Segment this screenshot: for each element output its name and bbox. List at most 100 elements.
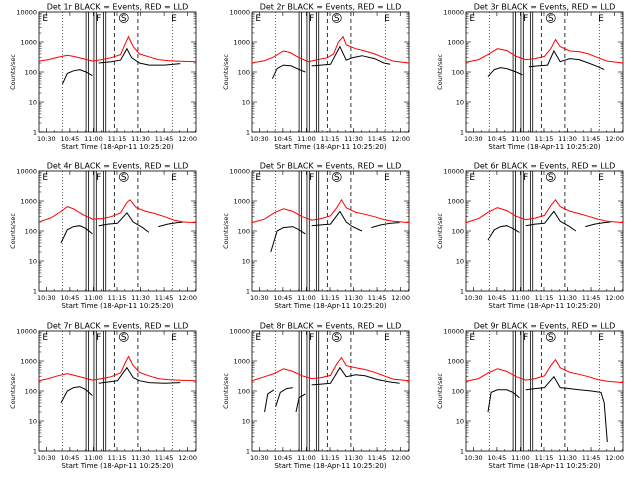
- marker-letter-s: S: [548, 333, 554, 343]
- x-tick-label: 11:30: [344, 294, 363, 302]
- chart-panel-1: Det 1r BLACK = Events, RED = LLD 1 10 100 10…: [9, 3, 197, 152]
- x-tick-label: 10:30: [464, 294, 483, 302]
- x-tick-label: 11:30: [131, 135, 150, 143]
- y-tick-label: 10000: [229, 168, 250, 176]
- chart-title: Det 9r BLACK = Events, RED = LLD: [474, 322, 616, 331]
- x-tick-label: 12:00: [391, 454, 410, 462]
- y-tick-label: 1000: [447, 358, 464, 366]
- events-line: [585, 221, 611, 228]
- y-tick-label: 1: [33, 448, 37, 456]
- x-tick-label: 12:00: [178, 294, 197, 302]
- y-tick-label: 1: [246, 129, 250, 137]
- lld-line: [38, 355, 197, 382]
- lld-line: [38, 35, 197, 63]
- x-tick-label: 11:00: [84, 135, 103, 143]
- events-line: [270, 226, 306, 253]
- events-line: [98, 47, 181, 66]
- lld-line: [251, 356, 410, 382]
- events-line: [311, 45, 391, 67]
- y-tick-label: 1000: [20, 39, 37, 47]
- x-axis-label: Start Time (18-Apr-11 10:25:20): [488, 302, 600, 310]
- y-tick-label: 1000: [233, 358, 250, 366]
- x-tick-label: 11:00: [84, 454, 103, 462]
- marker-letter-f: F: [523, 173, 528, 183]
- marker-letter-e: E: [171, 333, 177, 343]
- x-tick-label: 10:45: [61, 454, 80, 462]
- marker-letter-s: S: [121, 333, 127, 343]
- marker-letter-e: E: [598, 14, 604, 24]
- lld-line: [251, 35, 410, 64]
- marker-letter-s: S: [548, 173, 554, 183]
- marker-letter-s: S: [548, 14, 554, 24]
- y-axis-label: Counts/sec: [436, 54, 444, 90]
- events-line: [264, 389, 275, 413]
- saa-marker-circle: [331, 332, 342, 342]
- saa-marker-circle: [118, 172, 129, 182]
- x-axis-label: Start Time (18-Apr-11 10:25:20): [61, 143, 173, 151]
- events-line: [62, 69, 93, 85]
- marker-letter-e: E: [255, 14, 261, 24]
- saa-marker-circle: [545, 172, 556, 182]
- x-axis-label: Start Time (18-Apr-11 10:25:20): [274, 143, 386, 151]
- y-tick-label: 10: [29, 258, 37, 266]
- y-tick-label: 10000: [16, 328, 37, 336]
- y-tick-label: 1: [460, 288, 464, 296]
- y-tick-label: 10000: [229, 9, 250, 17]
- saa-marker-circle: [545, 13, 556, 23]
- x-tick-label: 11:30: [558, 294, 577, 302]
- chart-panel-6: Det 6r BLACK = Events, RED = LLD 1 10 100 10…: [436, 162, 624, 311]
- events-line: [528, 49, 605, 71]
- saa-marker-circle: [331, 172, 342, 182]
- y-tick-label: 1000: [233, 198, 250, 206]
- chart-title: Det 1r BLACK = Events, RED = LLD: [47, 3, 189, 12]
- marker-letter-e: E: [469, 14, 475, 24]
- y-tick-label: 10000: [229, 328, 250, 336]
- events-line: [525, 210, 577, 232]
- events-line: [525, 375, 608, 443]
- y-axis-label: Counts/sec: [9, 213, 17, 249]
- marker-letter-f: F: [523, 333, 528, 343]
- y-axis-label: Counts/sec: [222, 213, 230, 249]
- x-tick-label: 11:00: [511, 454, 530, 462]
- x-tick-label: 12:00: [391, 135, 410, 143]
- chart-panel-9: Det 9r BLACK = Events, RED = LLD 1 10 100 10…: [436, 322, 624, 471]
- x-tick-label: 11:45: [155, 135, 174, 143]
- x-tick-label: 11:45: [155, 294, 174, 302]
- events-line: [158, 221, 184, 228]
- marker-letter-f: F: [309, 14, 314, 24]
- x-tick-label: 11:30: [131, 454, 150, 462]
- x-tick-label: 11:15: [108, 135, 127, 143]
- marker-letter-e: E: [255, 173, 261, 183]
- x-tick-label: 10:45: [274, 294, 293, 302]
- marker-letter-e: E: [384, 14, 390, 24]
- x-tick-label: 10:45: [61, 135, 80, 143]
- saa-marker-circle: [118, 13, 129, 23]
- x-tick-label: 11:45: [155, 454, 174, 462]
- chart-title: Det 4r BLACK = Events, RED = LLD: [47, 162, 189, 171]
- marker-letter-e: E: [469, 333, 475, 343]
- events-line: [60, 386, 93, 404]
- x-tick-label: 11:00: [297, 294, 316, 302]
- y-axis-label: Counts/sec: [9, 373, 17, 409]
- chart-panel-3: Det 3r BLACK = Events, RED = LLD 1 10 100 10…: [436, 3, 624, 152]
- marker-letter-s: S: [121, 14, 127, 24]
- lld-line: [465, 38, 624, 64]
- marker-letter-s: S: [334, 333, 340, 343]
- x-tick-label: 11:30: [344, 454, 363, 462]
- x-tick-label: 11:00: [511, 135, 530, 143]
- y-tick-label: 10: [456, 258, 464, 266]
- x-tick-label: 12:00: [178, 135, 197, 143]
- x-tick-label: 11:15: [321, 454, 340, 462]
- x-axis-label: Start Time (18-Apr-11 10:25:20): [61, 462, 173, 470]
- marker-letter-e: E: [42, 333, 48, 343]
- x-tick-label: 10:45: [61, 294, 80, 302]
- x-tick-label: 11:45: [582, 294, 601, 302]
- x-tick-label: 11:15: [108, 454, 127, 462]
- marker-letter-f: F: [96, 173, 101, 183]
- x-tick-label: 10:45: [488, 135, 507, 143]
- x-tick-label: 12:00: [178, 454, 197, 462]
- y-tick-label: 1000: [233, 39, 250, 47]
- saa-marker-circle: [118, 332, 129, 342]
- x-tick-label: 10:45: [274, 135, 293, 143]
